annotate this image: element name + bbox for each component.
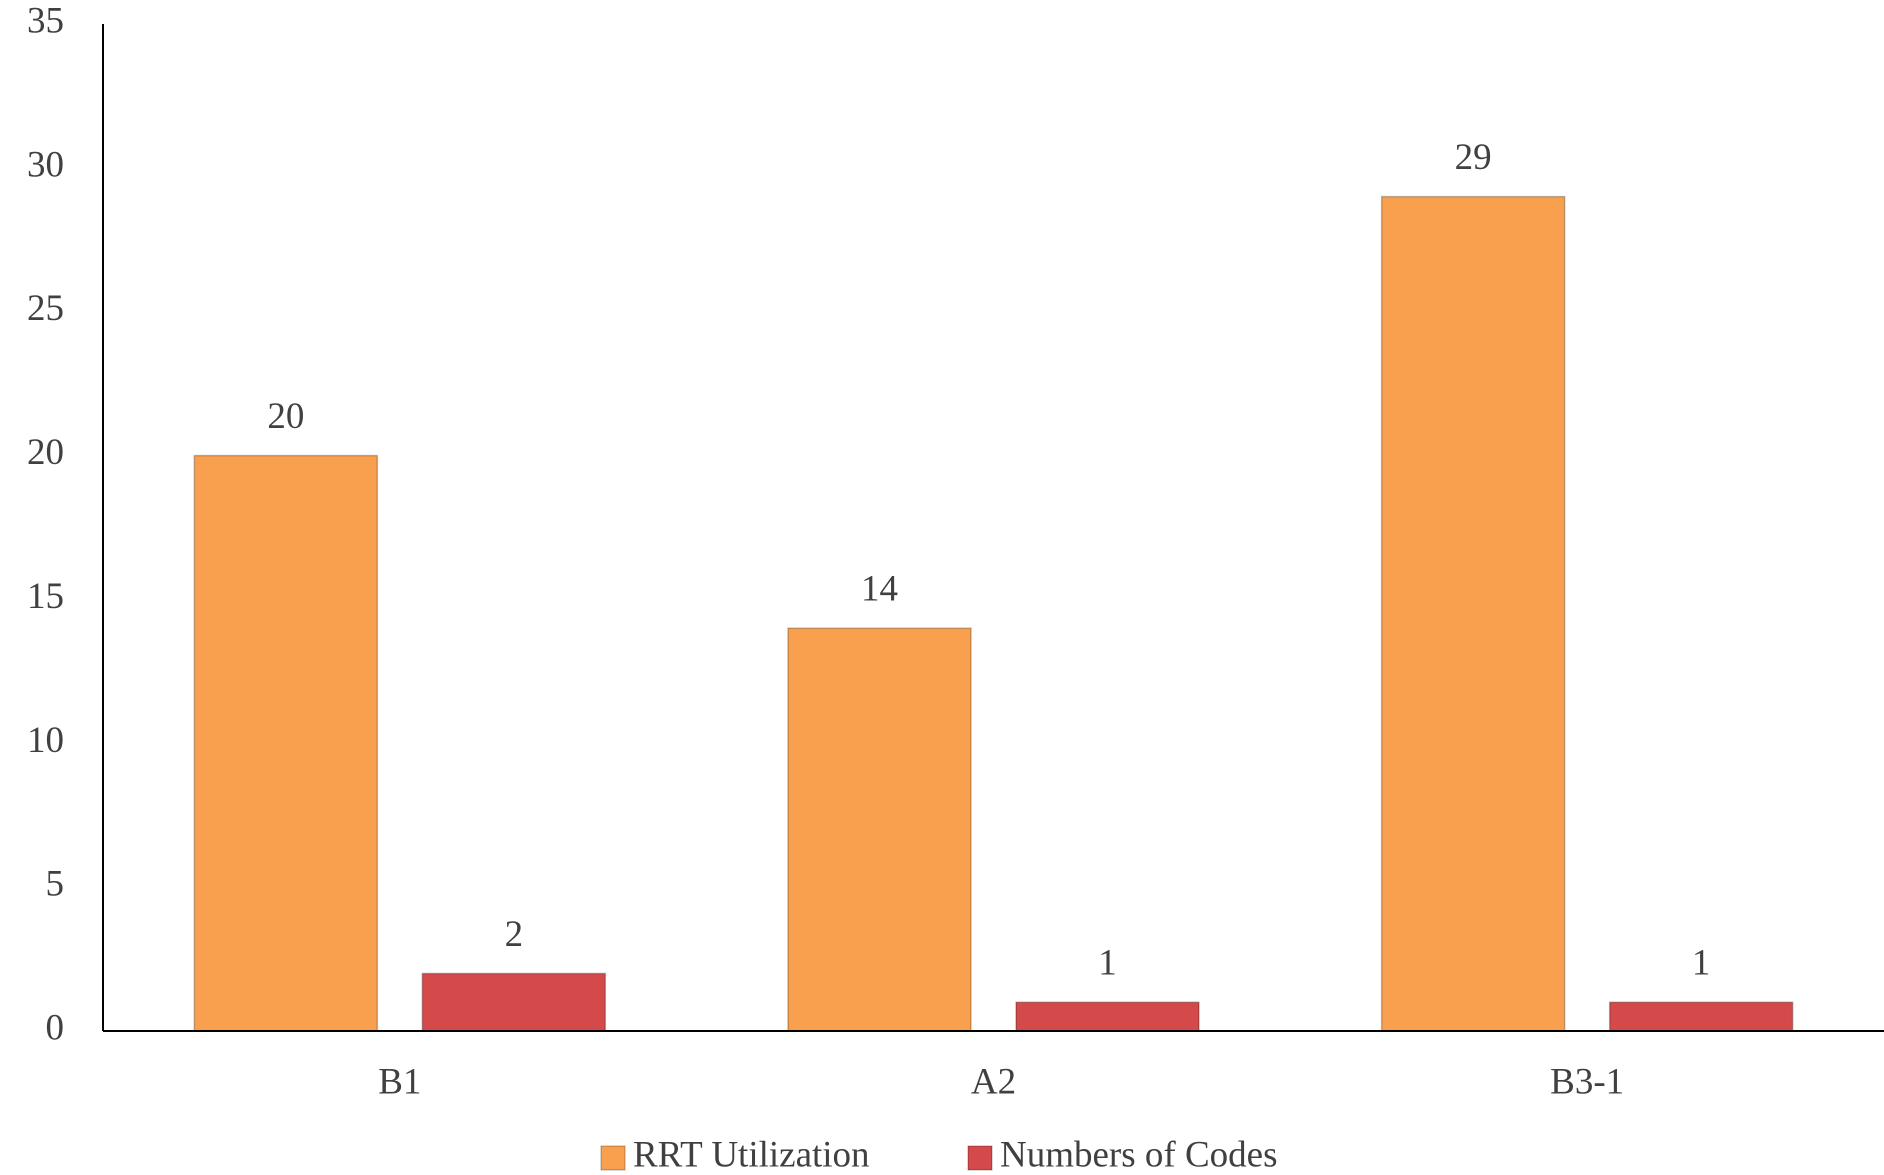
y-tick-label: 10	[27, 720, 64, 761]
x-tick-label: B1	[378, 1061, 421, 1102]
bar	[193, 454, 379, 1032]
data-label: 1	[1692, 943, 1711, 984]
x-tick-label: B3-1	[1550, 1061, 1624, 1102]
y-tick-label: 35	[27, 0, 64, 41]
y-tick-label: 30	[27, 144, 64, 185]
bar	[787, 627, 972, 1032]
bar	[421, 972, 607, 1032]
y-tick-label: 20	[27, 432, 64, 473]
y-tick-label: 5	[46, 864, 65, 905]
bar	[1380, 195, 1566, 1032]
legend-swatch	[600, 1145, 626, 1171]
data-label: 2	[505, 914, 524, 955]
legend-swatch	[967, 1145, 993, 1171]
bar	[1608, 1001, 1794, 1032]
x-tick-label: A2	[971, 1061, 1016, 1102]
legend-label: RRT Utilization	[633, 1134, 870, 1175]
bar	[1015, 1001, 1200, 1032]
legend-label: Numbers of Codes	[1000, 1134, 1277, 1175]
y-tick-label: 15	[27, 576, 64, 617]
data-label: 29	[1455, 137, 1492, 178]
y-tick-label: 0	[46, 1007, 65, 1048]
data-label: 1	[1098, 943, 1117, 984]
data-label: 20	[267, 396, 304, 437]
data-label: 14	[861, 569, 898, 610]
y-tick-label: 25	[27, 288, 64, 329]
